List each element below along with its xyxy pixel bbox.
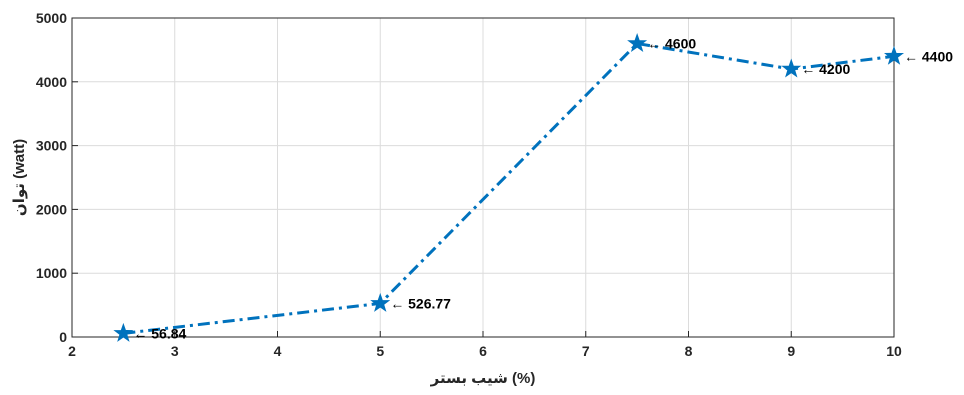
data-label: ← 526.77	[390, 295, 451, 311]
x-tick-label: 2	[68, 343, 76, 359]
data-label: ← 4600	[647, 36, 696, 52]
y-tick-label: 5000	[36, 10, 67, 26]
star-marker	[627, 32, 648, 53]
x-tick-label: 7	[582, 343, 590, 359]
series-line	[123, 42, 895, 335]
y-tick-label: 1000	[36, 265, 67, 281]
star-marker	[781, 58, 802, 78]
data-series	[113, 32, 905, 342]
data-label: ← 4400	[904, 48, 953, 64]
x-tick-label: 4	[274, 343, 282, 359]
x-axis-label: شیب بستر (%)	[430, 370, 536, 387]
y-tick-label: 3000	[36, 138, 67, 154]
y-tick-label: 0	[59, 329, 67, 345]
data-labels: ← 56.84 ← 526.77 ← 4600 ← 4200 ← 4400	[133, 36, 953, 342]
x-tick-label: 3	[171, 343, 179, 359]
x-tick-label: 10	[886, 343, 902, 359]
star-marker	[113, 322, 134, 342]
data-label: ← 4200	[801, 61, 850, 77]
axis-ticks: 2 3 4 5 6 7 8 9 10 0 1000 2000 3000 4000 5000	[36, 10, 902, 359]
x-tick-label: 9	[787, 343, 795, 359]
y-tick-label: 2000	[36, 201, 67, 217]
x-tick-label: 5	[376, 343, 384, 359]
data-label: ← 56.84	[133, 325, 186, 341]
y-tick-label: 4000	[36, 74, 67, 90]
y-axis-label: توان (watt)	[11, 139, 28, 216]
star-marker	[883, 45, 905, 65]
grid	[72, 18, 894, 337]
x-tick-label: 8	[685, 343, 693, 359]
x-tick-label: 6	[479, 343, 487, 359]
star-marker	[370, 292, 391, 312]
